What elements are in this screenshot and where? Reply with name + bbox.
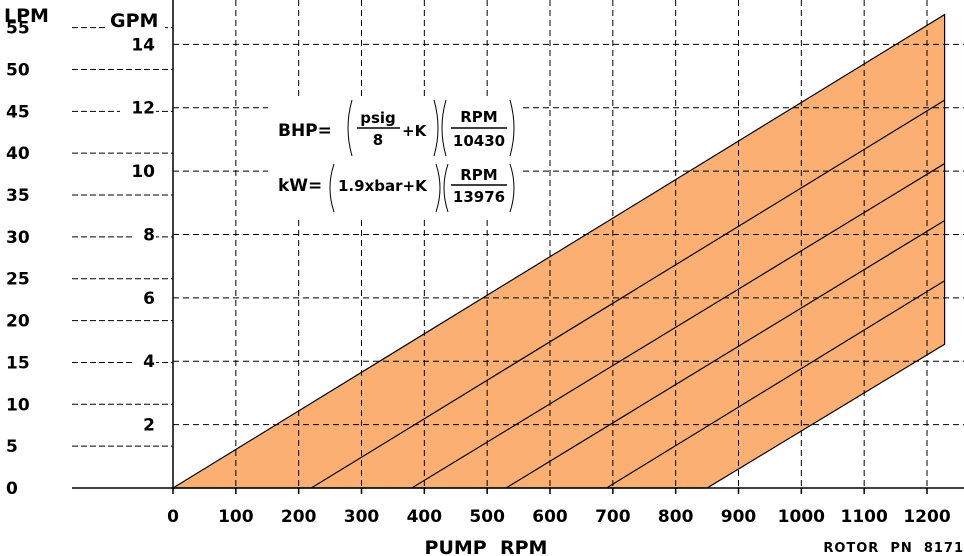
grid-layer [72,0,964,488]
lpm-tick-label: 10 [6,395,30,415]
gpm-tick-label: 6 [143,289,155,309]
x-tick-label: 300 [344,507,380,527]
lpm-tick-label: 5 [6,437,18,457]
kw-num2: RPM [460,166,497,184]
axes-layer [72,0,964,489]
bhp-den1: 8 [373,131,383,149]
bhp-lhs: BHP= [278,121,332,141]
kw-open-bracket-icon [329,163,335,213]
lpm-tick-label: 55 [6,19,30,39]
lpm-tick-label: 30 [6,228,30,248]
bhp-num2: RPM [460,108,497,126]
x-tick-label: 900 [721,507,757,527]
lpm-tick-label: 50 [6,60,30,80]
lpm-tick-label: 45 [6,102,30,122]
x-tick-label: 200 [281,507,317,527]
tick-labels-layer: 0 100 200 300 400 500 600 700 800 900 1000 1100 1200… [6,19,951,527]
left-axis-title: LPM [4,5,49,27]
bhp-formula: BHP= psig 8 +K RPM 10430 [268,96,520,158]
x-tick-label: 1100 [841,507,888,527]
pressure-line [606,280,945,489]
lpm-tick-label: 35 [6,186,30,206]
kw-close-bracket-icon [509,163,515,213]
x-tick-label: 1200 [903,507,950,527]
gpm-tick-label: 8 [143,225,155,245]
kw-mid-bracket-icon [435,163,449,213]
x-tick-label: 800 [658,507,694,527]
x-tick-label: 0 [167,507,179,527]
gpm-tick-label: 2 [143,416,155,436]
x-tick-label: 700 [595,507,631,527]
kw-den2: 13976 [453,188,505,206]
x-tick-label: 600 [532,507,568,527]
lpm-tick-label: 15 [6,353,30,373]
lpm-tick-label: 25 [6,270,30,290]
kw-lhs: kW= [278,176,322,196]
bhp-num1: psig [360,109,396,127]
kw-formula: kW= 1.9xbar+K RPM 13976 [268,160,520,218]
bhp-open-bracket-icon [347,99,353,157]
x-axis-title: PUMP RPM [425,537,548,556]
bhp-den2: 10430 [453,132,505,150]
gpm-tick-label: 14 [131,35,155,55]
bhp-close-bracket-icon [509,99,515,157]
lpm-tick-label: 20 [6,312,30,332]
kw-term: 1.9xbar+K [338,177,428,195]
bhp-plus: +K [402,122,428,140]
bhp-mid-bracket-icon [433,99,447,157]
lpm-tick-label: 0 [6,479,18,499]
flow-band [170,13,946,489]
pressure-line [505,220,945,489]
lpm-tick-label: 40 [6,144,30,164]
x-tick-label: 1000 [778,507,825,527]
flow-band-layer [170,13,946,489]
pressure-lines-layer [310,99,945,489]
pressure-line [310,99,945,489]
gpm-tick-label: 12 [131,99,155,119]
pressure-line [411,163,945,489]
gpm-tick-label: 10 [131,162,155,182]
rotor-part-number: ROTOR PN 8171 [823,541,964,556]
gpm-tick-label: 4 [143,352,155,372]
x-tick-label: 400 [407,507,443,527]
right-axis-title: GPM [110,10,158,32]
x-tick-label: 100 [218,507,254,527]
x-tick-label: 500 [469,507,505,527]
